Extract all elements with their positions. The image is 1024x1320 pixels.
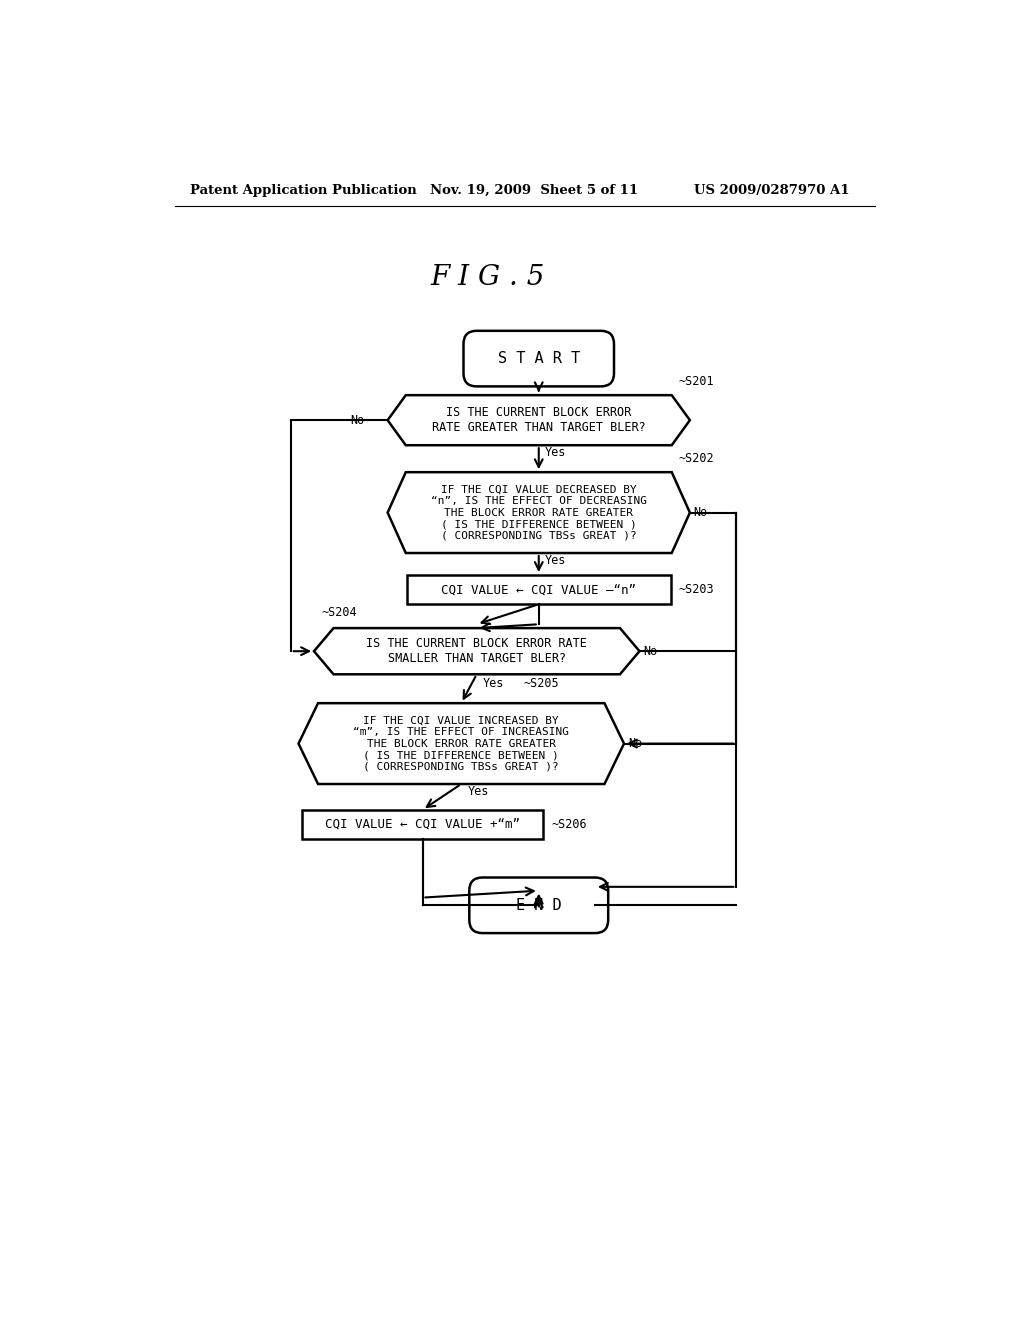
Text: Yes: Yes [467,785,488,799]
Text: ~S201: ~S201 [678,375,714,388]
Text: Patent Application Publication: Patent Application Publication [190,185,417,197]
FancyBboxPatch shape [469,878,608,933]
Text: Yes: Yes [545,446,566,459]
Text: F I G . 5: F I G . 5 [430,264,545,292]
FancyBboxPatch shape [464,331,614,387]
Text: CQI VALUE ← CQI VALUE +“m”: CQI VALUE ← CQI VALUE +“m” [325,818,520,832]
Bar [302,810,543,840]
Text: US 2009/0287970 A1: US 2009/0287970 A1 [693,185,849,197]
Text: No: No [643,644,657,657]
Text: E N D: E N D [516,898,561,913]
Polygon shape [388,473,690,553]
Text: Nov. 19, 2009  Sheet 5 of 11: Nov. 19, 2009 Sheet 5 of 11 [430,185,638,197]
Polygon shape [388,395,690,445]
Text: ~S204: ~S204 [322,606,357,619]
Text: No: No [628,737,642,750]
Polygon shape [299,704,624,784]
Bar [407,576,671,605]
Text: ~S203: ~S203 [678,583,714,597]
Text: Yes: Yes [483,677,505,690]
Text: IF THE CQI VALUE DECREASED BY
“n”, IS THE EFFECT OF DECREASING
THE BLOCK ERROR R: IF THE CQI VALUE DECREASED BY “n”, IS TH… [431,484,647,541]
Text: ~S206: ~S206 [552,818,588,832]
Text: S T A R T: S T A R T [498,351,580,366]
Text: Yes: Yes [545,554,566,568]
Text: IS THE CURRENT BLOCK ERROR RATE
SMALLER THAN TARGET BLER?: IS THE CURRENT BLOCK ERROR RATE SMALLER … [367,638,587,665]
Text: No: No [350,413,365,426]
Text: No: No [693,506,708,519]
Polygon shape [314,628,640,675]
Text: ~S202: ~S202 [678,451,714,465]
Text: CQI VALUE ← CQI VALUE —“n”: CQI VALUE ← CQI VALUE —“n” [441,583,636,597]
Text: IS THE CURRENT BLOCK ERROR
RATE GREATER THAN TARGET BLER?: IS THE CURRENT BLOCK ERROR RATE GREATER … [432,407,645,434]
Text: IF THE CQI VALUE INCREASED BY
“m”, IS THE EFFECT OF INCREASING
THE BLOCK ERROR R: IF THE CQI VALUE INCREASED BY “m”, IS TH… [353,715,569,772]
Text: ~S205: ~S205 [523,677,559,690]
